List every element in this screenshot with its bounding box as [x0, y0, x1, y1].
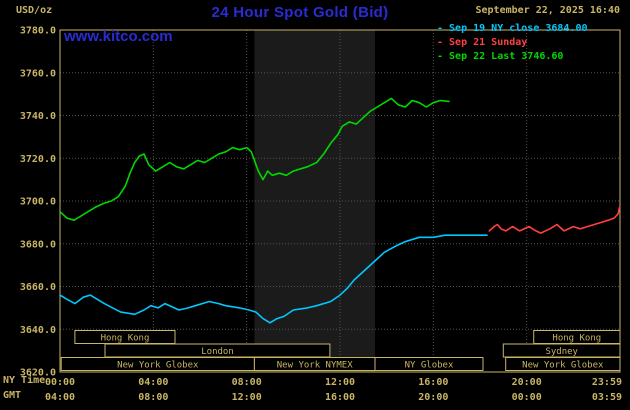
session-label: New York Globex [522, 361, 604, 371]
session-label: Sydney [545, 347, 578, 357]
y-axis-label: 3760.0 [20, 68, 56, 79]
page-title: 24 Hour Spot Gold (Bid) [211, 4, 389, 21]
series-line-sep21 [488, 206, 621, 234]
x-axis-label-gmt: 16:00 [325, 392, 355, 403]
legend-item: - Sep 19 NY close 3684.00 [437, 23, 588, 34]
session-label: London [201, 347, 234, 357]
x-axis-label-gmt: 03:59 [592, 392, 622, 403]
ny-time-axis-label: NY Time [3, 375, 46, 386]
x-axis-label-ny: 20:00 [512, 377, 542, 388]
series-line-sep22 [59, 97, 450, 221]
x-axis-label-ny: 04:00 [138, 377, 168, 388]
y-axis-label: 3680.0 [20, 239, 56, 250]
x-axis-label-gmt: 08:00 [138, 392, 168, 403]
x-axis-label-ny: 16:00 [418, 377, 448, 388]
y-axis-label: 3740.0 [20, 111, 56, 122]
session-label: New York Globex [117, 361, 199, 371]
session-label: Hong Kong [101, 334, 150, 344]
x-axis-label-ny: 08:00 [232, 377, 262, 388]
plot-border [59, 29, 621, 373]
legend: - Sep 19 NY close 3684.00 - Sep 21 Sunday… [437, 22, 588, 64]
y-axis-label: 3780.0 [20, 26, 56, 37]
gmt-axis-label: GMT [3, 390, 22, 401]
y-axis-label: 3700.0 [20, 197, 56, 208]
legend-item: - Sep 21 Sunday [437, 37, 528, 48]
x-axis-label-gmt: 12:00 [232, 392, 262, 403]
x-axis-label-ny: 00:00 [45, 377, 75, 388]
unit-label: USD/oz [16, 5, 53, 16]
legend-item: - Sep 22 Last 3746.60 [437, 51, 564, 62]
x-axis-label-gmt: 04:00 [45, 392, 75, 403]
x-axis-label-ny: 23:59 [592, 377, 622, 388]
y-axis-label: 3640.0 [20, 325, 56, 336]
kitco-watermark-link[interactable]: www.kitco.com [64, 28, 173, 45]
x-axis-label-gmt: 00:00 [512, 392, 542, 403]
session-label: New York NYMEX [277, 361, 353, 371]
session-box [374, 357, 484, 371]
series-line-sep19 [59, 234, 488, 324]
y-axis-label: 3660.0 [20, 282, 56, 293]
session-label: NY Globex [405, 361, 454, 371]
x-axis-label-ny: 12:00 [325, 377, 355, 388]
datetime-label: September 22, 2025 16:40 [475, 5, 621, 16]
session-label: Hong Kong [552, 334, 601, 344]
y-axis-label: 3720.0 [20, 154, 56, 165]
y-axis-label: 3620.0 [20, 368, 56, 379]
x-axis-label-gmt: 20:00 [418, 392, 448, 403]
